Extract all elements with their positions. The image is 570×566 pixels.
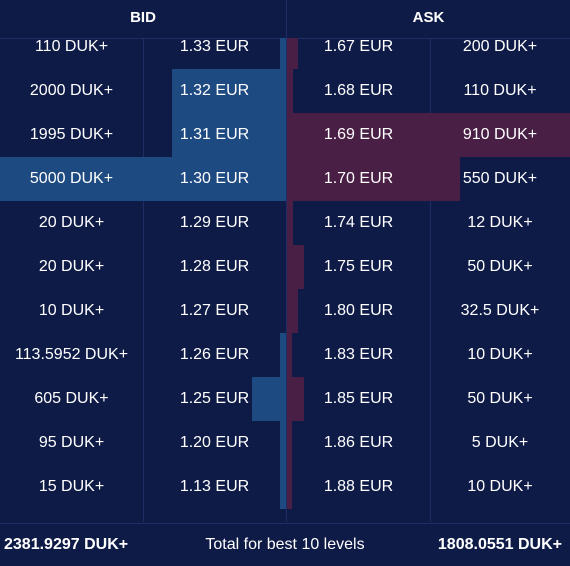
order-book-row[interactable]: 113.5952 DUK+ 1.26 EUR 1.83 EUR 10 DUK+ (0, 333, 570, 377)
ask-quantity: 5 DUK+ (471, 434, 529, 451)
ask-total: 1808.0551 DUK+ (437, 536, 562, 553)
header-divider (286, 0, 287, 38)
ask-price: 1.86 EUR (323, 434, 394, 451)
column-divider (286, 38, 287, 522)
ask-price: 1.83 EUR (323, 346, 394, 363)
ask-depth-bar (287, 289, 298, 333)
bid-depth-bar (280, 465, 286, 509)
bid-quantity: 20 DUK+ (38, 258, 105, 275)
order-book-row[interactable]: 20 DUK+ 1.28 EUR 1.75 EUR 50 DUK+ (0, 245, 570, 289)
bid-depth-bar (280, 38, 286, 69)
bid-quantity: 95 DUK+ (38, 434, 105, 451)
order-book-row[interactable]: 5000 DUK+ 1.30 EUR 1.70 EUR 550 DUK+ (0, 157, 570, 201)
bid-price: 1.13 EUR (179, 478, 250, 495)
bid-price: 1.32 EUR (179, 82, 250, 99)
bid-price: 1.29 EUR (179, 214, 250, 231)
bid-total: 2381.9297 DUK+ (4, 536, 129, 553)
order-book-row[interactable]: 15 DUK+ 1.13 EUR 1.88 EUR 10 DUK+ (0, 465, 570, 509)
ask-depth-bar (287, 245, 304, 289)
ask-quantity: 12 DUK+ (467, 214, 533, 231)
ask-quantity: 50 DUK+ (467, 390, 533, 407)
bid-depth-bar (0, 157, 286, 201)
bid-price: 1.33 EUR (179, 38, 250, 55)
order-book-row[interactable]: 605 DUK+ 1.25 EUR 1.85 EUR 50 DUK+ (0, 377, 570, 421)
ask-quantity: 50 DUK+ (467, 258, 533, 275)
ask-depth-bar (287, 69, 293, 113)
order-book-header: BID ASK (0, 0, 570, 39)
bid-quantity: 15 DUK+ (38, 478, 105, 495)
bid-depth-bar (172, 113, 286, 157)
bid-depth-bar (280, 333, 286, 377)
ask-depth-bar (287, 377, 304, 421)
bid-quantity: 1995 DUK+ (29, 126, 114, 143)
order-book-row[interactable]: 2000 DUK+ 1.32 EUR 1.68 EUR 110 DUK+ (0, 69, 570, 113)
ask-price: 1.69 EUR (323, 126, 394, 143)
ask-quantity: 32.5 DUK+ (460, 302, 540, 319)
bid-depth-bar (252, 377, 286, 421)
ask-depth-bar (287, 113, 570, 157)
order-book-row[interactable]: 95 DUK+ 1.20 EUR 1.86 EUR 5 DUK+ (0, 421, 570, 465)
ask-price: 1.67 EUR (323, 38, 394, 55)
ask-depth-bar (287, 157, 460, 201)
ask-quantity: 550 DUK+ (462, 170, 538, 187)
bid-quantity: 605 DUK+ (34, 390, 109, 407)
ask-price: 1.80 EUR (323, 302, 394, 319)
bid-quantity: 5000 DUK+ (29, 170, 114, 187)
ask-price: 1.74 EUR (323, 214, 394, 231)
ask-depth-bar (287, 465, 292, 509)
ask-depth-bar (287, 38, 298, 69)
bid-quantity: 110 DUK+ (34, 38, 109, 55)
bid-quantity: 20 DUK+ (38, 214, 105, 231)
column-divider (430, 38, 431, 522)
bid-depth-bar (280, 421, 286, 465)
column-divider (143, 38, 144, 522)
ask-price: 1.75 EUR (323, 258, 394, 275)
bid-price: 1.20 EUR (179, 434, 250, 451)
ask-quantity: 110 DUK+ (463, 82, 537, 99)
bid-quantity: 113.5952 DUK+ (14, 346, 129, 363)
total-label: Total for best 10 levels (205, 536, 365, 553)
ask-depth-bar (287, 201, 293, 245)
order-book-row[interactable]: 10 DUK+ 1.27 EUR 1.80 EUR 32.5 DUK+ (0, 289, 570, 333)
ask-quantity: 200 DUK+ (462, 38, 538, 55)
order-book-footer: 2381.9297 DUK+ Total for best 10 levels … (0, 523, 570, 558)
ask-price: 1.88 EUR (323, 478, 394, 495)
bid-price: 1.27 EUR (179, 302, 250, 319)
ask-depth-bar (287, 333, 292, 377)
bid-quantity: 2000 DUK+ (29, 82, 114, 99)
ask-price: 1.85 EUR (323, 390, 394, 407)
order-book-table[interactable]: 110 DUK+ 1.33 EUR 1.67 EUR 200 DUK+ 2000 DUK… (0, 38, 570, 522)
ask-column-title: ASK (412, 9, 445, 26)
ask-price: 1.68 EUR (323, 82, 394, 99)
bid-price: 1.25 EUR (179, 390, 250, 407)
bid-depth-bar (172, 69, 286, 113)
ask-depth-bar (287, 421, 292, 465)
bid-price: 1.30 EUR (179, 170, 250, 187)
ask-quantity: 10 DUK+ (467, 478, 533, 495)
order-book-row[interactable]: 20 DUK+ 1.29 EUR 1.74 EUR 12 DUK+ (0, 201, 570, 245)
bid-column-title: BID (130, 9, 156, 26)
ask-price: 1.70 EUR (323, 170, 394, 187)
bid-quantity: 10 DUK+ (38, 302, 105, 319)
order-book-row[interactable]: 1995 DUK+ 1.31 EUR 1.69 EUR 910 DUK+ (0, 113, 570, 157)
ask-quantity: 10 DUK+ (467, 346, 533, 363)
ask-quantity: 910 DUK+ (462, 126, 538, 143)
bid-price: 1.31 EUR (179, 126, 250, 143)
order-book-row[interactable]: 110 DUK+ 1.33 EUR 1.67 EUR 200 DUK+ (0, 38, 570, 69)
bid-price: 1.28 EUR (179, 258, 250, 275)
bid-price: 1.26 EUR (179, 346, 250, 363)
